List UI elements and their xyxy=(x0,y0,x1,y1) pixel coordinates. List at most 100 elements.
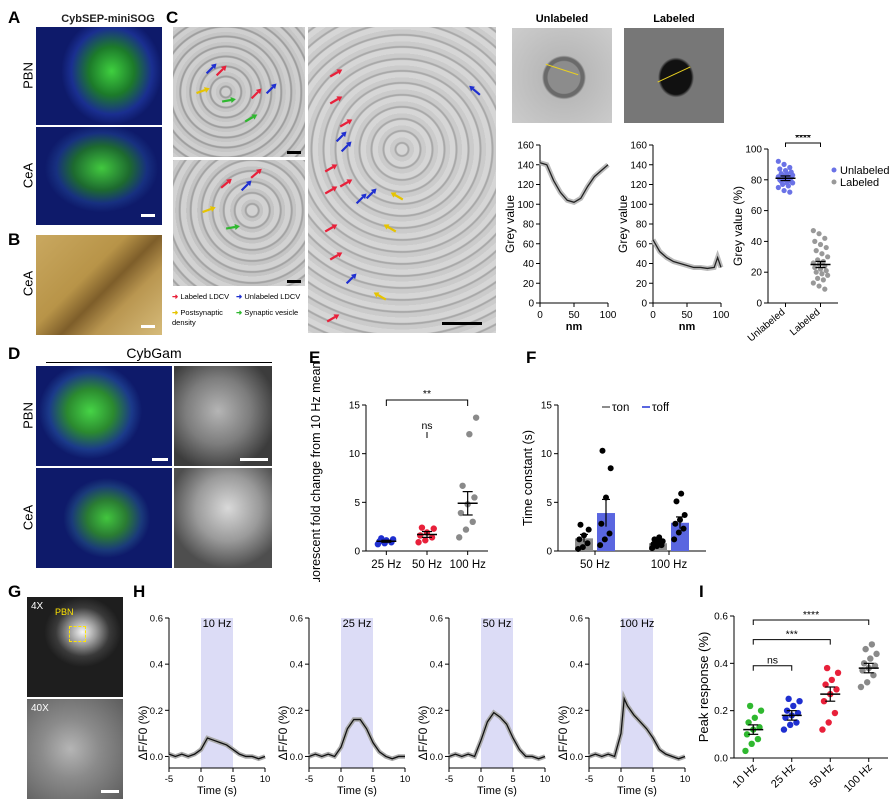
red-arrow-head xyxy=(333,314,340,320)
y-tick-label: 0 xyxy=(528,299,534,310)
data-point xyxy=(819,726,826,733)
scale-bar xyxy=(141,214,155,217)
y-tick-label: 10 xyxy=(349,449,361,460)
data-point xyxy=(756,724,763,731)
red-arrow-shaft xyxy=(329,254,339,261)
yellow-arrow-icon xyxy=(202,206,216,214)
significance-label: ** xyxy=(423,388,431,400)
red-arrow-icon xyxy=(220,178,232,189)
data-point xyxy=(680,525,687,532)
legend-synaptic-vesicle: Synaptic vesicle xyxy=(244,308,299,317)
legend-labeled-ldcv: Labeled LDCV xyxy=(180,292,230,301)
x-tick-label: 0 xyxy=(338,774,343,785)
y-tick-label: 0.0 xyxy=(430,752,443,763)
data-point xyxy=(575,546,582,553)
data-point xyxy=(831,709,839,717)
data-point xyxy=(415,539,422,546)
data-point xyxy=(786,721,794,729)
yellow-arrow-icon: ➜ xyxy=(172,308,179,317)
x-tick-label: 10 xyxy=(540,774,551,785)
blue-arrow-head xyxy=(469,85,475,92)
yellow-arrow-head xyxy=(390,192,397,198)
data-point xyxy=(607,465,614,472)
red-arrow-shaft xyxy=(250,171,259,179)
y-tick-label: 0 xyxy=(756,299,762,310)
y-tick-label: 0.4 xyxy=(430,660,443,671)
red-arrow-head xyxy=(346,119,353,125)
y-tick-label: 15 xyxy=(349,401,361,412)
red-arrow-head xyxy=(255,88,262,95)
y-axis-label: Grey value (%) xyxy=(731,186,745,266)
red-arrow-head xyxy=(336,69,343,75)
panel-d-title-line xyxy=(46,362,272,363)
blue-arrow-head xyxy=(270,83,277,90)
blue-arrow-icon xyxy=(345,273,357,285)
y-tick-label: 0.0 xyxy=(570,752,583,763)
inset-labeled-image xyxy=(624,28,724,123)
data-point xyxy=(599,447,606,454)
blue-arrow-icon: ➜ xyxy=(236,292,243,301)
data-point xyxy=(775,158,781,164)
yellow-arrow-shaft xyxy=(387,226,397,233)
y-axis-label: ΔF/F0 (%) xyxy=(556,706,570,761)
y-tick-label: 0.6 xyxy=(150,614,163,625)
x-tick-label: 100 Hz xyxy=(842,762,875,795)
profile-line xyxy=(539,162,609,203)
data-point xyxy=(606,530,613,537)
data-point xyxy=(825,719,832,726)
x-tick-label: 10 xyxy=(400,774,411,785)
green-arrow-icon: ➜ xyxy=(236,308,243,317)
y-tick-label: 0.0 xyxy=(290,752,303,763)
panel-f-letter: F xyxy=(526,348,537,367)
yellow-arrow-shaft xyxy=(202,207,212,214)
data-point xyxy=(871,662,879,669)
x-tick-label: Unlabeled xyxy=(746,307,788,344)
y-tick-label: 140 xyxy=(630,160,647,171)
x-tick-label: 100 Hz xyxy=(449,559,486,571)
green-arrow-icon xyxy=(225,224,240,230)
data-point xyxy=(775,184,781,191)
data-point xyxy=(813,248,819,254)
blue-arrow-head xyxy=(245,180,252,187)
panel-d-row-pbn: PBN xyxy=(20,402,36,429)
legend-marker xyxy=(831,179,837,185)
panel-g-letter: G xyxy=(8,582,22,601)
data-point xyxy=(757,707,765,714)
x-axis-label: nm xyxy=(566,321,583,331)
panel-d-pbn-image xyxy=(36,366,172,466)
panel-g-40x-image: 40X xyxy=(27,699,123,799)
green-arrow-head xyxy=(230,97,236,103)
data-point xyxy=(751,714,759,721)
y-tick-label: 160 xyxy=(630,141,647,152)
x-tick-label: 100 xyxy=(713,310,730,321)
x-tick-label: 0 xyxy=(537,310,543,321)
data-point xyxy=(672,520,679,527)
y-tick-label: 0.2 xyxy=(290,706,303,717)
data-point xyxy=(833,686,840,693)
data-point xyxy=(823,244,829,251)
x-tick-label: -5 xyxy=(585,774,593,785)
panel-d-cea-widefield xyxy=(174,468,272,568)
red-arrow-icon xyxy=(329,96,343,105)
blue-arrow-icon xyxy=(240,180,252,192)
significance-bracket xyxy=(752,639,831,645)
data-point xyxy=(868,641,876,648)
y-tick-label: 0 xyxy=(546,547,552,558)
panel-c-arrows xyxy=(196,63,481,323)
data-point xyxy=(577,521,584,528)
trace-line xyxy=(308,718,405,760)
panel-g-4x-label: 4X xyxy=(31,601,44,612)
scale-bar xyxy=(287,280,301,283)
panel-d-letter: D xyxy=(8,344,21,363)
panel-h-letter: H xyxy=(133,582,146,601)
yellow-arrow-shaft xyxy=(196,88,206,95)
x-tick-label: 5 xyxy=(230,774,235,785)
blue-arrow-icon xyxy=(355,193,367,205)
red-arrow-shaft xyxy=(329,71,339,78)
data-point xyxy=(782,714,789,721)
trace-title: 25 Hz xyxy=(343,618,372,630)
x-axis-label: Time (s) xyxy=(477,785,517,797)
x-tick-label: 10 xyxy=(260,774,271,785)
scale-bar xyxy=(101,790,119,793)
